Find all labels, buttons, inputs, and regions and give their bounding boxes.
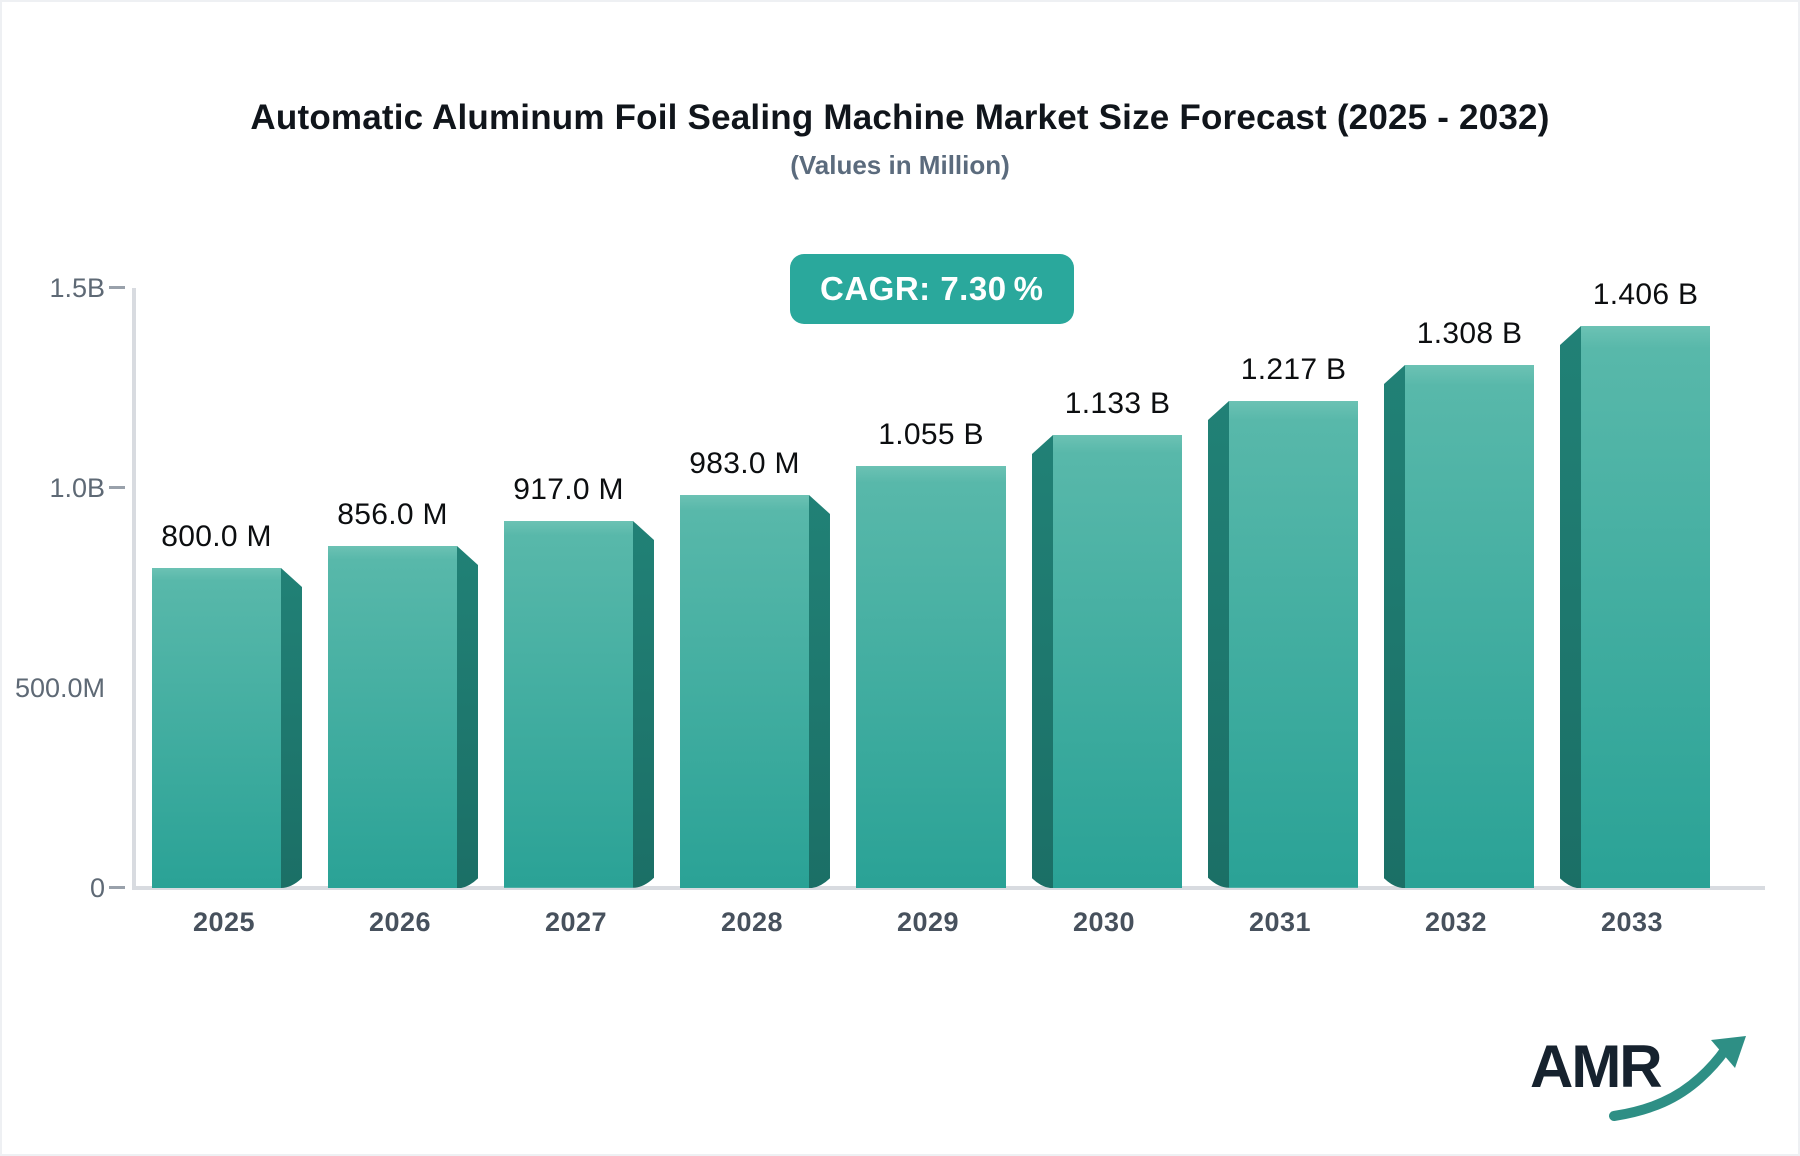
bar-front-face bbox=[680, 494, 809, 888]
growth-arrow-icon bbox=[1609, 1036, 1746, 1121]
bar-value-label: 1.055 B bbox=[878, 418, 984, 451]
bar-2031 bbox=[1208, 401, 1358, 888]
x-axis-label-2026: 2026 bbox=[368, 907, 432, 937]
bar-value-label: 1.133 B bbox=[1064, 386, 1171, 420]
chart-subtitle: (Values in Million) bbox=[790, 150, 1010, 180]
bar-value-label: 1.406 B bbox=[1592, 277, 1699, 311]
y-axis-tick-label: 500.0M bbox=[14, 673, 105, 703]
bar-2032 bbox=[1384, 364, 1534, 888]
bar-value-label: 1.308 B bbox=[1416, 316, 1523, 350]
x-axis-label-2030: 2030 bbox=[1072, 907, 1136, 937]
x-axis-label-2025: 2025 bbox=[192, 907, 256, 937]
bar-2025 bbox=[152, 568, 302, 888]
bar-side-face bbox=[1208, 401, 1230, 888]
x-axis-label-2028: 2028 bbox=[720, 907, 784, 937]
y-axis-tick-label: 1.5B bbox=[49, 273, 105, 303]
bar-side-face bbox=[632, 521, 654, 888]
y-axis-line bbox=[132, 288, 136, 889]
cagr-badge: CAGR: 7.30 % bbox=[790, 254, 1074, 324]
x-axis-label-2029: 2029 bbox=[896, 907, 960, 937]
y-axis-tick-dash bbox=[109, 886, 125, 889]
bar-side-face bbox=[1032, 434, 1054, 888]
bar-side-face bbox=[1384, 364, 1406, 888]
bar-value-label: 856.0 M bbox=[337, 497, 448, 531]
bar-side-face bbox=[808, 494, 830, 888]
y-axis-tick-dash bbox=[109, 486, 125, 489]
bar-front-face bbox=[856, 466, 1006, 888]
bar-side-face bbox=[281, 568, 302, 888]
x-axis-label-2033: 2033 bbox=[1600, 907, 1664, 937]
bar-side-face bbox=[1560, 325, 1582, 888]
page-title: Automatic Aluminum Foil Sealing Machine … bbox=[250, 98, 1550, 137]
bar-value-label: 917.0 M bbox=[513, 473, 624, 507]
amr-logo-text: AMR bbox=[1530, 1033, 1663, 1100]
bar-2033 bbox=[1560, 325, 1710, 888]
bar-value-label: 1.217 B bbox=[1240, 353, 1347, 387]
x-axis-label-2032: 2032 bbox=[1424, 907, 1488, 937]
bar-2026 bbox=[328, 545, 478, 888]
bar-front-face bbox=[1053, 434, 1182, 888]
bar-2030 bbox=[1032, 434, 1182, 888]
x-axis-baseline bbox=[132, 886, 1765, 890]
bar-value-label: 983.0 M bbox=[689, 446, 800, 480]
bar-front-face bbox=[1405, 364, 1534, 888]
bar-front-face bbox=[328, 545, 457, 888]
y-axis-tick-dash bbox=[109, 286, 125, 289]
bar-front-face bbox=[152, 568, 281, 888]
amr-logo: AMR bbox=[1522, 1022, 1752, 1132]
bar-front-face bbox=[1581, 325, 1710, 888]
y-axis-tick-label: 1.0B bbox=[49, 473, 105, 503]
bar-side-face bbox=[456, 545, 478, 888]
x-axis-label-2027: 2027 bbox=[544, 907, 608, 937]
bar-2028 bbox=[680, 494, 830, 888]
y-axis-tick-label: 0 bbox=[89, 873, 105, 903]
bar-2027 bbox=[504, 521, 654, 888]
bar-2029 bbox=[856, 466, 1006, 888]
bar-front-face bbox=[504, 521, 633, 888]
x-axis-label-2031: 2031 bbox=[1248, 907, 1312, 937]
bar-front-face bbox=[1229, 401, 1358, 888]
bar-value-label: 800.0 M bbox=[161, 520, 272, 553]
